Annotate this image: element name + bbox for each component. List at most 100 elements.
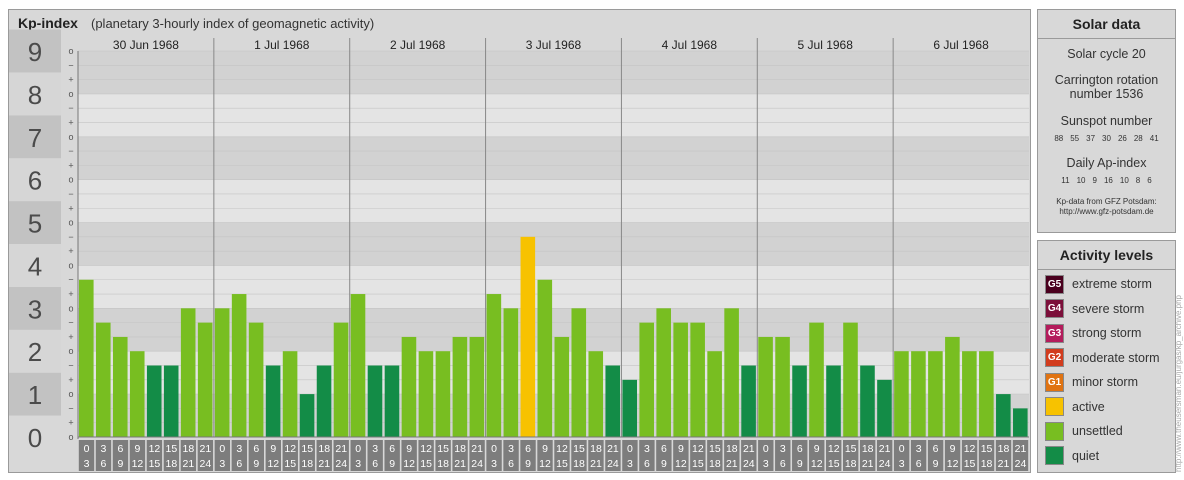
y-tick-band (9, 372, 61, 416)
day-label: 1 Jul 1968 (254, 38, 310, 52)
ap-value: 6 (1147, 176, 1152, 185)
ap-heading: Daily Ap-index (1066, 156, 1147, 170)
interval-box (741, 440, 757, 471)
y-tick-label: 1 (28, 380, 42, 410)
interval-start-label: 15 (845, 443, 857, 455)
kp-bar (367, 365, 383, 437)
interval-box (656, 440, 672, 471)
kp-bar (894, 351, 909, 437)
interval-start-label: 6 (389, 443, 395, 455)
interval-end-label: 21 (998, 458, 1010, 470)
kp-bar (435, 351, 451, 437)
interval-start-label: 15 (437, 443, 449, 455)
activity-levels-panel: Activity levels G5 extreme storm G4 severe … (1037, 240, 1176, 473)
interval-box (1012, 440, 1029, 471)
solar-data-panel: Solar data Solar cycle 20 Carrington rot… (1037, 9, 1176, 233)
interval-end-label: 12 (267, 458, 279, 470)
interval-start-label: 0 (219, 443, 225, 455)
kp-bar (282, 351, 298, 437)
kp-bar (945, 336, 960, 437)
kp-band (78, 265, 1029, 309)
interval-start-label: 3 (508, 443, 514, 455)
interval-end-label: 12 (132, 458, 144, 470)
legend-swatch (1045, 446, 1064, 465)
interval-end-label: 15 (284, 458, 296, 470)
solar-cycle: Solar cycle 20 (1067, 47, 1146, 61)
interval-end-label: 12 (947, 458, 959, 470)
y-tick-band (9, 115, 61, 159)
legend-item-moderate-storm: G2 moderate storm (1045, 348, 1160, 368)
interval-end-label: 9 (118, 458, 124, 470)
legend-item-extreme-storm: G5 extreme storm (1045, 274, 1152, 294)
kp-bar (316, 365, 332, 437)
y-tick-band (9, 72, 61, 116)
interval-box (78, 440, 95, 471)
kp-bar (452, 336, 468, 437)
interval-end-label: 9 (389, 458, 395, 470)
y-tick-label: 3 (28, 294, 42, 324)
kp-band (78, 179, 1029, 223)
kp-bar (146, 365, 162, 437)
interval-start-label: 15 (301, 443, 313, 455)
kp-bar (826, 365, 841, 437)
kp-bar (809, 322, 824, 437)
day-label: 3 Jul 1968 (526, 38, 582, 52)
y-tick-band (9, 201, 61, 244)
legend-label: minor storm (1072, 375, 1138, 389)
kp-bar (401, 336, 417, 437)
interval-box (452, 440, 468, 471)
interval-start-label: 18 (318, 443, 330, 455)
interval-box (537, 440, 553, 471)
interval-box (622, 440, 638, 471)
interval-box (588, 440, 604, 471)
interval-end-label: 15 (420, 458, 432, 470)
interval-box (554, 440, 570, 471)
y-tick-label: 2 (28, 337, 42, 367)
interval-box (639, 440, 655, 471)
interval-end-label: 6 (372, 458, 378, 470)
legend-swatch: G3 (1045, 323, 1064, 343)
legend-label: unsettled (1072, 424, 1123, 438)
interval-end-label: 12 (539, 458, 551, 470)
interval-end-label: 21 (590, 458, 602, 470)
interval-box (961, 440, 978, 471)
interval-end-label: 9 (797, 458, 803, 470)
y-minor-label: + (68, 418, 73, 428)
y-minor-label: − (68, 60, 73, 70)
interval-end-label: 9 (525, 458, 531, 470)
kp-bar (741, 365, 756, 437)
interval-box (282, 440, 298, 471)
interval-box (842, 440, 859, 471)
interval-box (826, 440, 842, 471)
sunspot-value: 30 (1102, 134, 1111, 143)
interval-box (944, 440, 961, 471)
kp-chart-panel: Kp-index (planetary 3-hourly index of ge… (8, 9, 1031, 473)
kp-band (78, 136, 1029, 180)
interval-box (707, 440, 723, 471)
interval-end-label: 24 (471, 458, 483, 470)
y-minor-label: − (68, 318, 73, 328)
y-minor-label: o (68, 46, 73, 56)
kp-bar (112, 336, 128, 437)
y-tick-band (9, 244, 61, 287)
interval-start-label: 6 (797, 443, 803, 455)
interval-end-label: 24 (743, 458, 755, 470)
kp-bar (656, 308, 671, 437)
interval-start-label: 9 (270, 443, 276, 455)
chart-subtitle: (planetary 3-hourly index of geomagnetic… (91, 16, 375, 31)
activity-levels-heading: Activity levels (1038, 241, 1175, 270)
interval-start-label: 12 (828, 443, 840, 455)
interval-end-label: 24 (1015, 458, 1027, 470)
kp-bar (554, 336, 570, 437)
interval-start-label: 6 (525, 443, 531, 455)
ap-value: 10 (1076, 176, 1086, 185)
interval-start-label: 6 (661, 443, 667, 455)
ap-value: 9 (1092, 176, 1097, 185)
interval-end-label: 24 (607, 458, 619, 470)
kp-bar (690, 322, 705, 437)
ap-values: 11 10 9 16 10 8 6 (1038, 176, 1175, 185)
kp-bar (333, 322, 349, 437)
interval-box (401, 440, 417, 471)
carrington-line1: Carrington rotation (1054, 73, 1159, 87)
interval-start-label: 18 (590, 443, 602, 455)
